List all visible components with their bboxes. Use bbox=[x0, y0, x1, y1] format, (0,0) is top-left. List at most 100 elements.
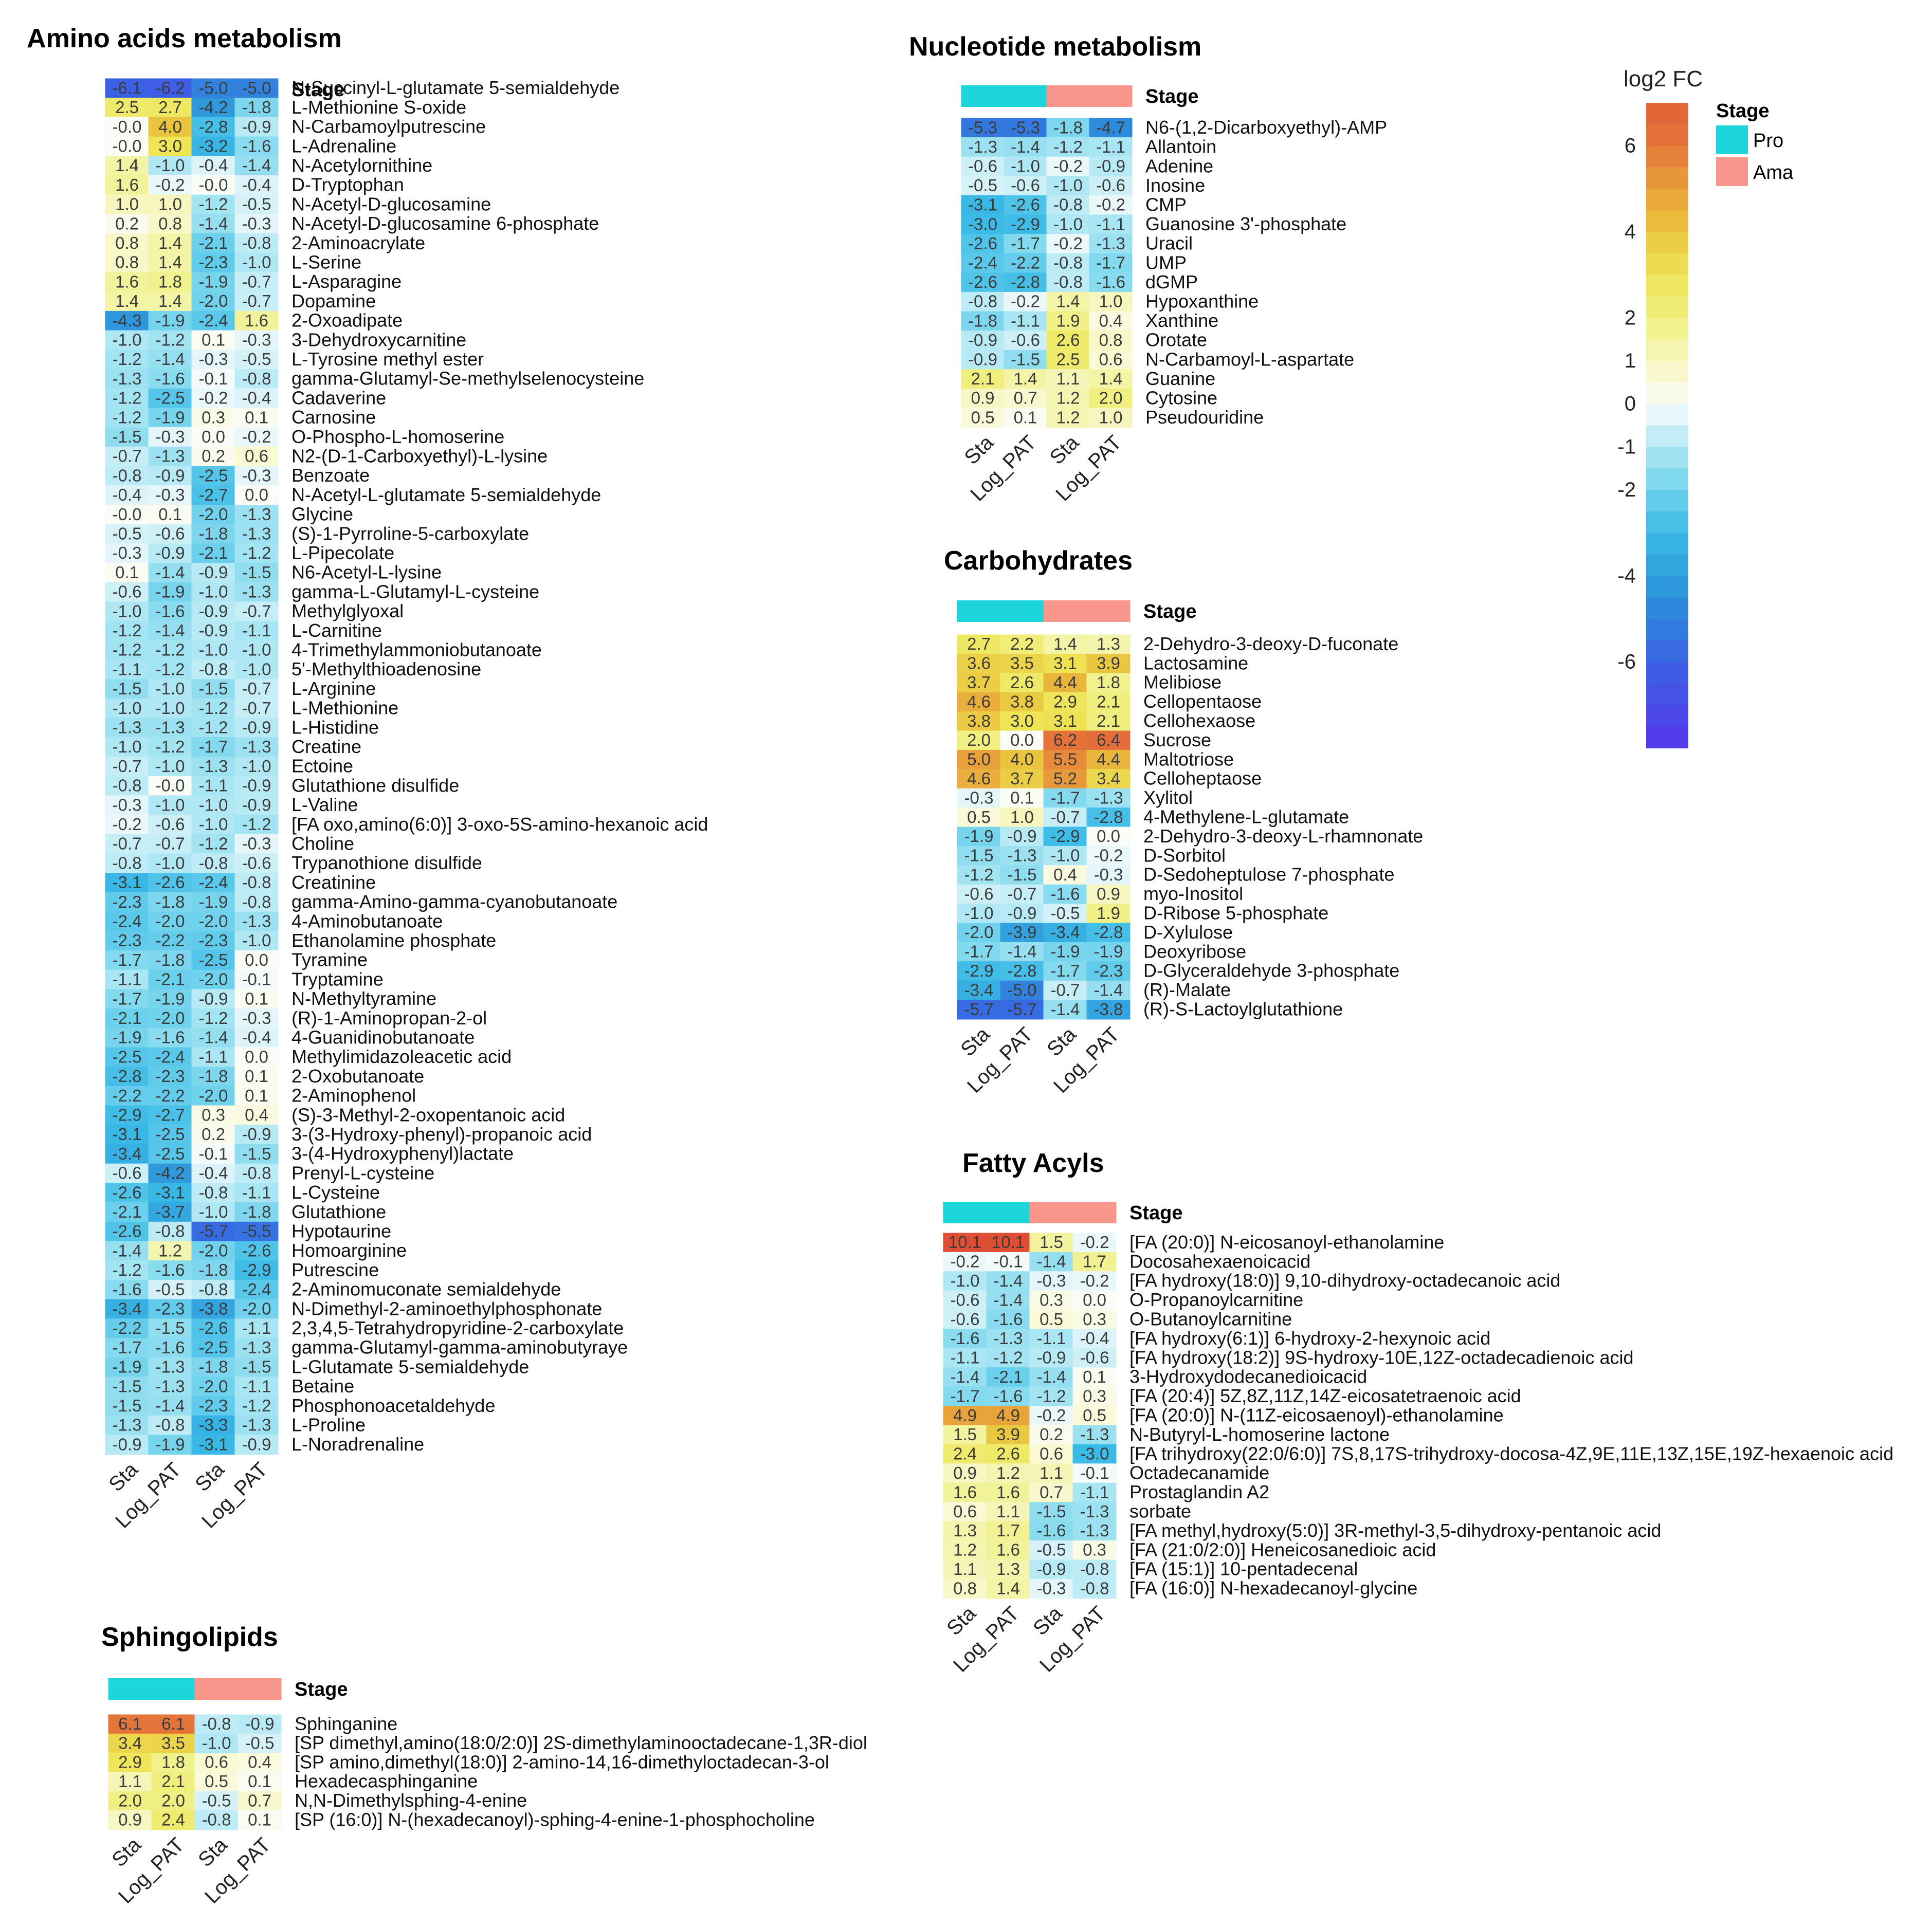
heatmap-cell bbox=[105, 931, 149, 951]
cell-value-label: -0.7 bbox=[156, 834, 185, 853]
heatmap-cell bbox=[191, 175, 235, 195]
cell-value-label: 0.8 bbox=[158, 214, 182, 233]
heatmap-cell bbox=[105, 698, 149, 719]
heatmap-cell bbox=[1086, 730, 1131, 750]
colorbar-segment bbox=[1646, 274, 1688, 297]
heatmap-cell bbox=[957, 673, 1001, 693]
row-label: D-Ribose 5-phosphate bbox=[1143, 903, 1328, 924]
heatmap-cell bbox=[1000, 904, 1044, 924]
row-label: Creatinine bbox=[291, 872, 376, 893]
cell-value-label: -1.6 bbox=[1051, 884, 1080, 903]
row-label: N2-(D-1-Carboxyethyl)-L-lysine bbox=[291, 445, 548, 466]
cell-value-label: 2.1 bbox=[971, 369, 995, 388]
cell-value-label: 3.4 bbox=[118, 1733, 142, 1752]
heatmap-cell bbox=[191, 1318, 235, 1338]
cell-value-label: -5.0 bbox=[199, 78, 228, 97]
heatmap-cell bbox=[1046, 331, 1090, 351]
heatmap-cell bbox=[943, 1386, 987, 1407]
cell-value-label: -1.2 bbox=[199, 834, 228, 853]
cell-value-label: 2.7 bbox=[967, 634, 991, 653]
cell-value-label: 1.4 bbox=[1056, 292, 1080, 311]
row-label: L-Pipecolate bbox=[291, 542, 394, 563]
cell-value-label: -0.0 bbox=[199, 175, 228, 194]
cell-value-label: -0.9 bbox=[1008, 827, 1037, 846]
cell-value-label: 0.7 bbox=[1014, 389, 1037, 408]
cell-value-label: -0.2 bbox=[199, 389, 228, 408]
heatmap-cell bbox=[108, 1733, 152, 1754]
heatmap-cell bbox=[148, 698, 192, 719]
cell-value-label: -0.4 bbox=[199, 156, 228, 175]
heatmap-cell bbox=[1072, 1521, 1117, 1541]
heatmap-cell bbox=[1046, 195, 1090, 215]
heatmap-cell bbox=[1072, 1233, 1117, 1253]
cell-value-label: -1.2 bbox=[242, 1396, 271, 1415]
heatmap-cell bbox=[148, 156, 192, 176]
heatmap-cell bbox=[1046, 234, 1090, 254]
cell-value-label: -5.5 bbox=[242, 1222, 271, 1241]
cell-value-label: 4.4 bbox=[1097, 750, 1120, 769]
heatmap-cell bbox=[234, 1279, 279, 1300]
heatmap-cell bbox=[105, 78, 149, 99]
heatmap-panel: Fatty Acyls Stage 10.1 10.1 1.5 -0.2 [FA (20:0… bbox=[942, 1148, 1893, 1677]
cell-value-label: -1.4 bbox=[199, 1028, 228, 1047]
cell-value-label: 1.2 bbox=[953, 1540, 977, 1559]
heatmap-cell bbox=[148, 950, 192, 970]
cell-value-label: 4.9 bbox=[953, 1406, 977, 1425]
heatmap-cell bbox=[148, 1047, 192, 1068]
heatmap-cell bbox=[148, 1163, 192, 1184]
cell-value-label: -2.3 bbox=[113, 892, 142, 911]
cell-value-label: 0.1 bbox=[248, 1810, 271, 1829]
heatmap-cell bbox=[191, 350, 235, 370]
heatmap-cell bbox=[234, 1008, 279, 1029]
heatmap-cell bbox=[234, 1125, 279, 1145]
cell-value-label: 1.5 bbox=[1040, 1233, 1063, 1252]
cell-value-label: 2.7 bbox=[158, 98, 182, 117]
cell-value-label: -0.8 bbox=[1080, 1559, 1109, 1579]
colorbar-segment bbox=[1646, 189, 1688, 211]
stage-annotation-cell bbox=[986, 1202, 1030, 1223]
heatmap-cell bbox=[1046, 408, 1090, 428]
row-label: Inosine bbox=[1145, 175, 1205, 196]
heatmap-cell bbox=[234, 350, 279, 370]
heatmap-cell bbox=[105, 776, 149, 796]
heatmap-cell bbox=[957, 923, 1001, 943]
heatmap-cell bbox=[986, 1444, 1030, 1464]
cell-value-label: -1.3 bbox=[242, 737, 271, 756]
heatmap-cell bbox=[148, 776, 192, 796]
heatmap-cell bbox=[234, 640, 279, 660]
heatmap-cell bbox=[1089, 234, 1133, 254]
heatmap-cell bbox=[105, 1202, 149, 1222]
cell-value-label: -1.9 bbox=[113, 1028, 142, 1047]
heatmap-cell bbox=[1000, 749, 1044, 770]
cell-value-label: -1.3 bbox=[1094, 788, 1123, 807]
heatmap-cell bbox=[151, 1753, 195, 1773]
row-label: Choline bbox=[291, 833, 354, 854]
cell-value-label: -1.6 bbox=[156, 1260, 185, 1279]
cell-value-label: -0.1 bbox=[1080, 1463, 1109, 1482]
row-label: N6-(1,2-Dicarboxyethyl)-AMP bbox=[1145, 117, 1387, 138]
row-label: (R)-1-Aminopropan-2-ol bbox=[291, 1007, 487, 1029]
cell-value-label: 0.4 bbox=[245, 1106, 268, 1125]
heatmap-cell bbox=[1000, 807, 1044, 828]
heatmap-cell bbox=[1043, 865, 1087, 885]
legend-pro-label: Pro bbox=[1753, 130, 1783, 152]
heatmap-cell bbox=[986, 1559, 1030, 1580]
heatmap-cell bbox=[1004, 408, 1047, 428]
cell-value-label: 1.1 bbox=[118, 1772, 142, 1791]
row-label: L-Asparagine bbox=[291, 271, 402, 292]
cell-value-label: -2.8 bbox=[199, 117, 228, 136]
heatmap-cell bbox=[234, 504, 279, 525]
heatmap-cell bbox=[234, 776, 279, 796]
stage-annotation-cell bbox=[108, 1678, 152, 1700]
cell-value-label: 1.0 bbox=[115, 195, 139, 214]
cell-value-label: -0.9 bbox=[242, 117, 271, 136]
stage-annotation-cell bbox=[1046, 85, 1090, 107]
heatmap-cell bbox=[957, 942, 1001, 962]
panel-title: Fatty Acyls bbox=[962, 1148, 1104, 1178]
heatmap-cell bbox=[148, 1125, 192, 1145]
cell-value-label: -0.6 bbox=[156, 815, 185, 834]
cell-value-label: -2.0 bbox=[199, 1377, 228, 1396]
row-label: [FA hydroxy(18:2)] 9S-hydroxy-10E,12Z-oc… bbox=[1129, 1347, 1634, 1368]
cell-value-label: -0.3 bbox=[242, 466, 271, 485]
cell-value-label: 1.2 bbox=[1056, 408, 1080, 427]
